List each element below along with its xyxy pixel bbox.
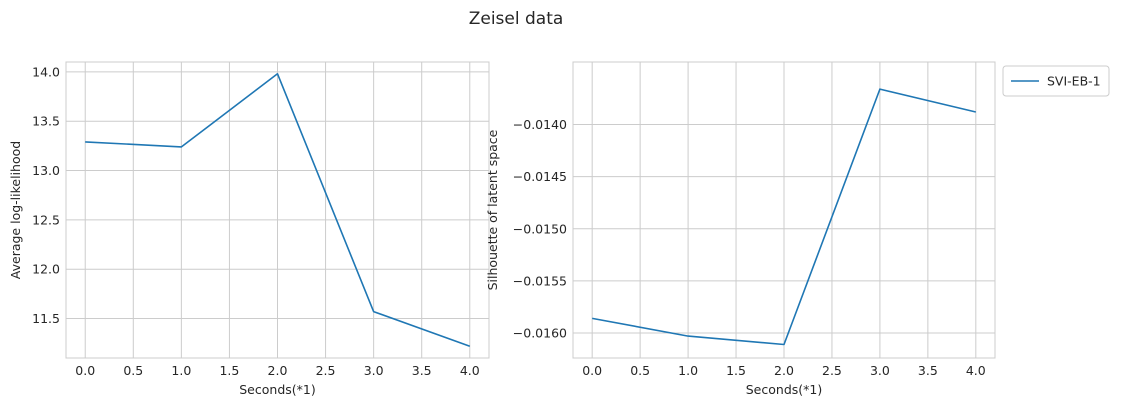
- legend: SVI-EB-1: [1002, 65, 1110, 97]
- x-tick-label: 2.5: [822, 363, 842, 378]
- plot-frame: [572, 61, 996, 359]
- legend-box: [1002, 65, 1110, 97]
- y-tick-label: 14.0: [32, 64, 60, 79]
- x-tick-label: 4.0: [460, 363, 480, 378]
- x-tick-label: 4.0: [966, 363, 986, 378]
- x-tick-label: 1.5: [219, 363, 239, 378]
- y-tick-label: −0.0145: [513, 169, 567, 184]
- x-tick-label: 3.0: [870, 363, 890, 378]
- y-tick-label: −0.0150: [513, 221, 567, 236]
- x-tick-label: 0.0: [582, 363, 602, 378]
- x-tick-label: 1.5: [726, 363, 746, 378]
- chart-right: 0.0 0.5 1.0 1.5 2.0 2.5 3.0 3.5 4.0 −0.0160 −0.015…: [485, 61, 1110, 397]
- y-tick-label: 13.5: [32, 114, 60, 129]
- legend-label: SVI-EB-1: [1047, 74, 1101, 89]
- x-tick-label: 0.5: [123, 363, 143, 378]
- y-axis-label: Average log-likelihood: [8, 141, 23, 279]
- x-tick-label: 2.0: [774, 363, 794, 378]
- x-axis-label: Seconds(*1): [746, 382, 822, 397]
- y-tick-label: −0.0155: [513, 273, 567, 288]
- series-line: [85, 73, 471, 347]
- y-tick-label: −0.0140: [513, 117, 567, 132]
- series-line: [592, 88, 976, 346]
- y-tick-label: −0.0160: [513, 325, 567, 340]
- plot-frame: [65, 61, 490, 359]
- x-tick-label: 3.0: [364, 363, 384, 378]
- x-tick-label: 3.5: [412, 363, 432, 378]
- y-tick-label: 13.0: [32, 163, 60, 178]
- x-tick-label: 0.0: [75, 363, 95, 378]
- y-tick-label: 12.0: [32, 262, 60, 277]
- x-tick-label: 3.5: [918, 363, 938, 378]
- x-tick-label: 1.0: [678, 363, 698, 378]
- x-tick-label: 2.0: [268, 363, 288, 378]
- y-axis-label: Silhouette of latent space: [485, 129, 500, 290]
- y-tick-label: 11.5: [32, 311, 60, 326]
- x-tick-label: 1.0: [171, 363, 191, 378]
- x-tick-label: 0.5: [630, 363, 650, 378]
- x-axis-label: Seconds(*1): [239, 382, 315, 397]
- x-tick-label: 2.5: [316, 363, 336, 378]
- y-tick-label: 12.5: [32, 212, 60, 227]
- chart-left: 0.0 0.5 1.0 1.5 2.0 2.5 3.0 3.5 4.0 11.5 12.0 12.5 1…: [8, 61, 490, 397]
- figure-title: Zeisel data: [469, 9, 564, 29]
